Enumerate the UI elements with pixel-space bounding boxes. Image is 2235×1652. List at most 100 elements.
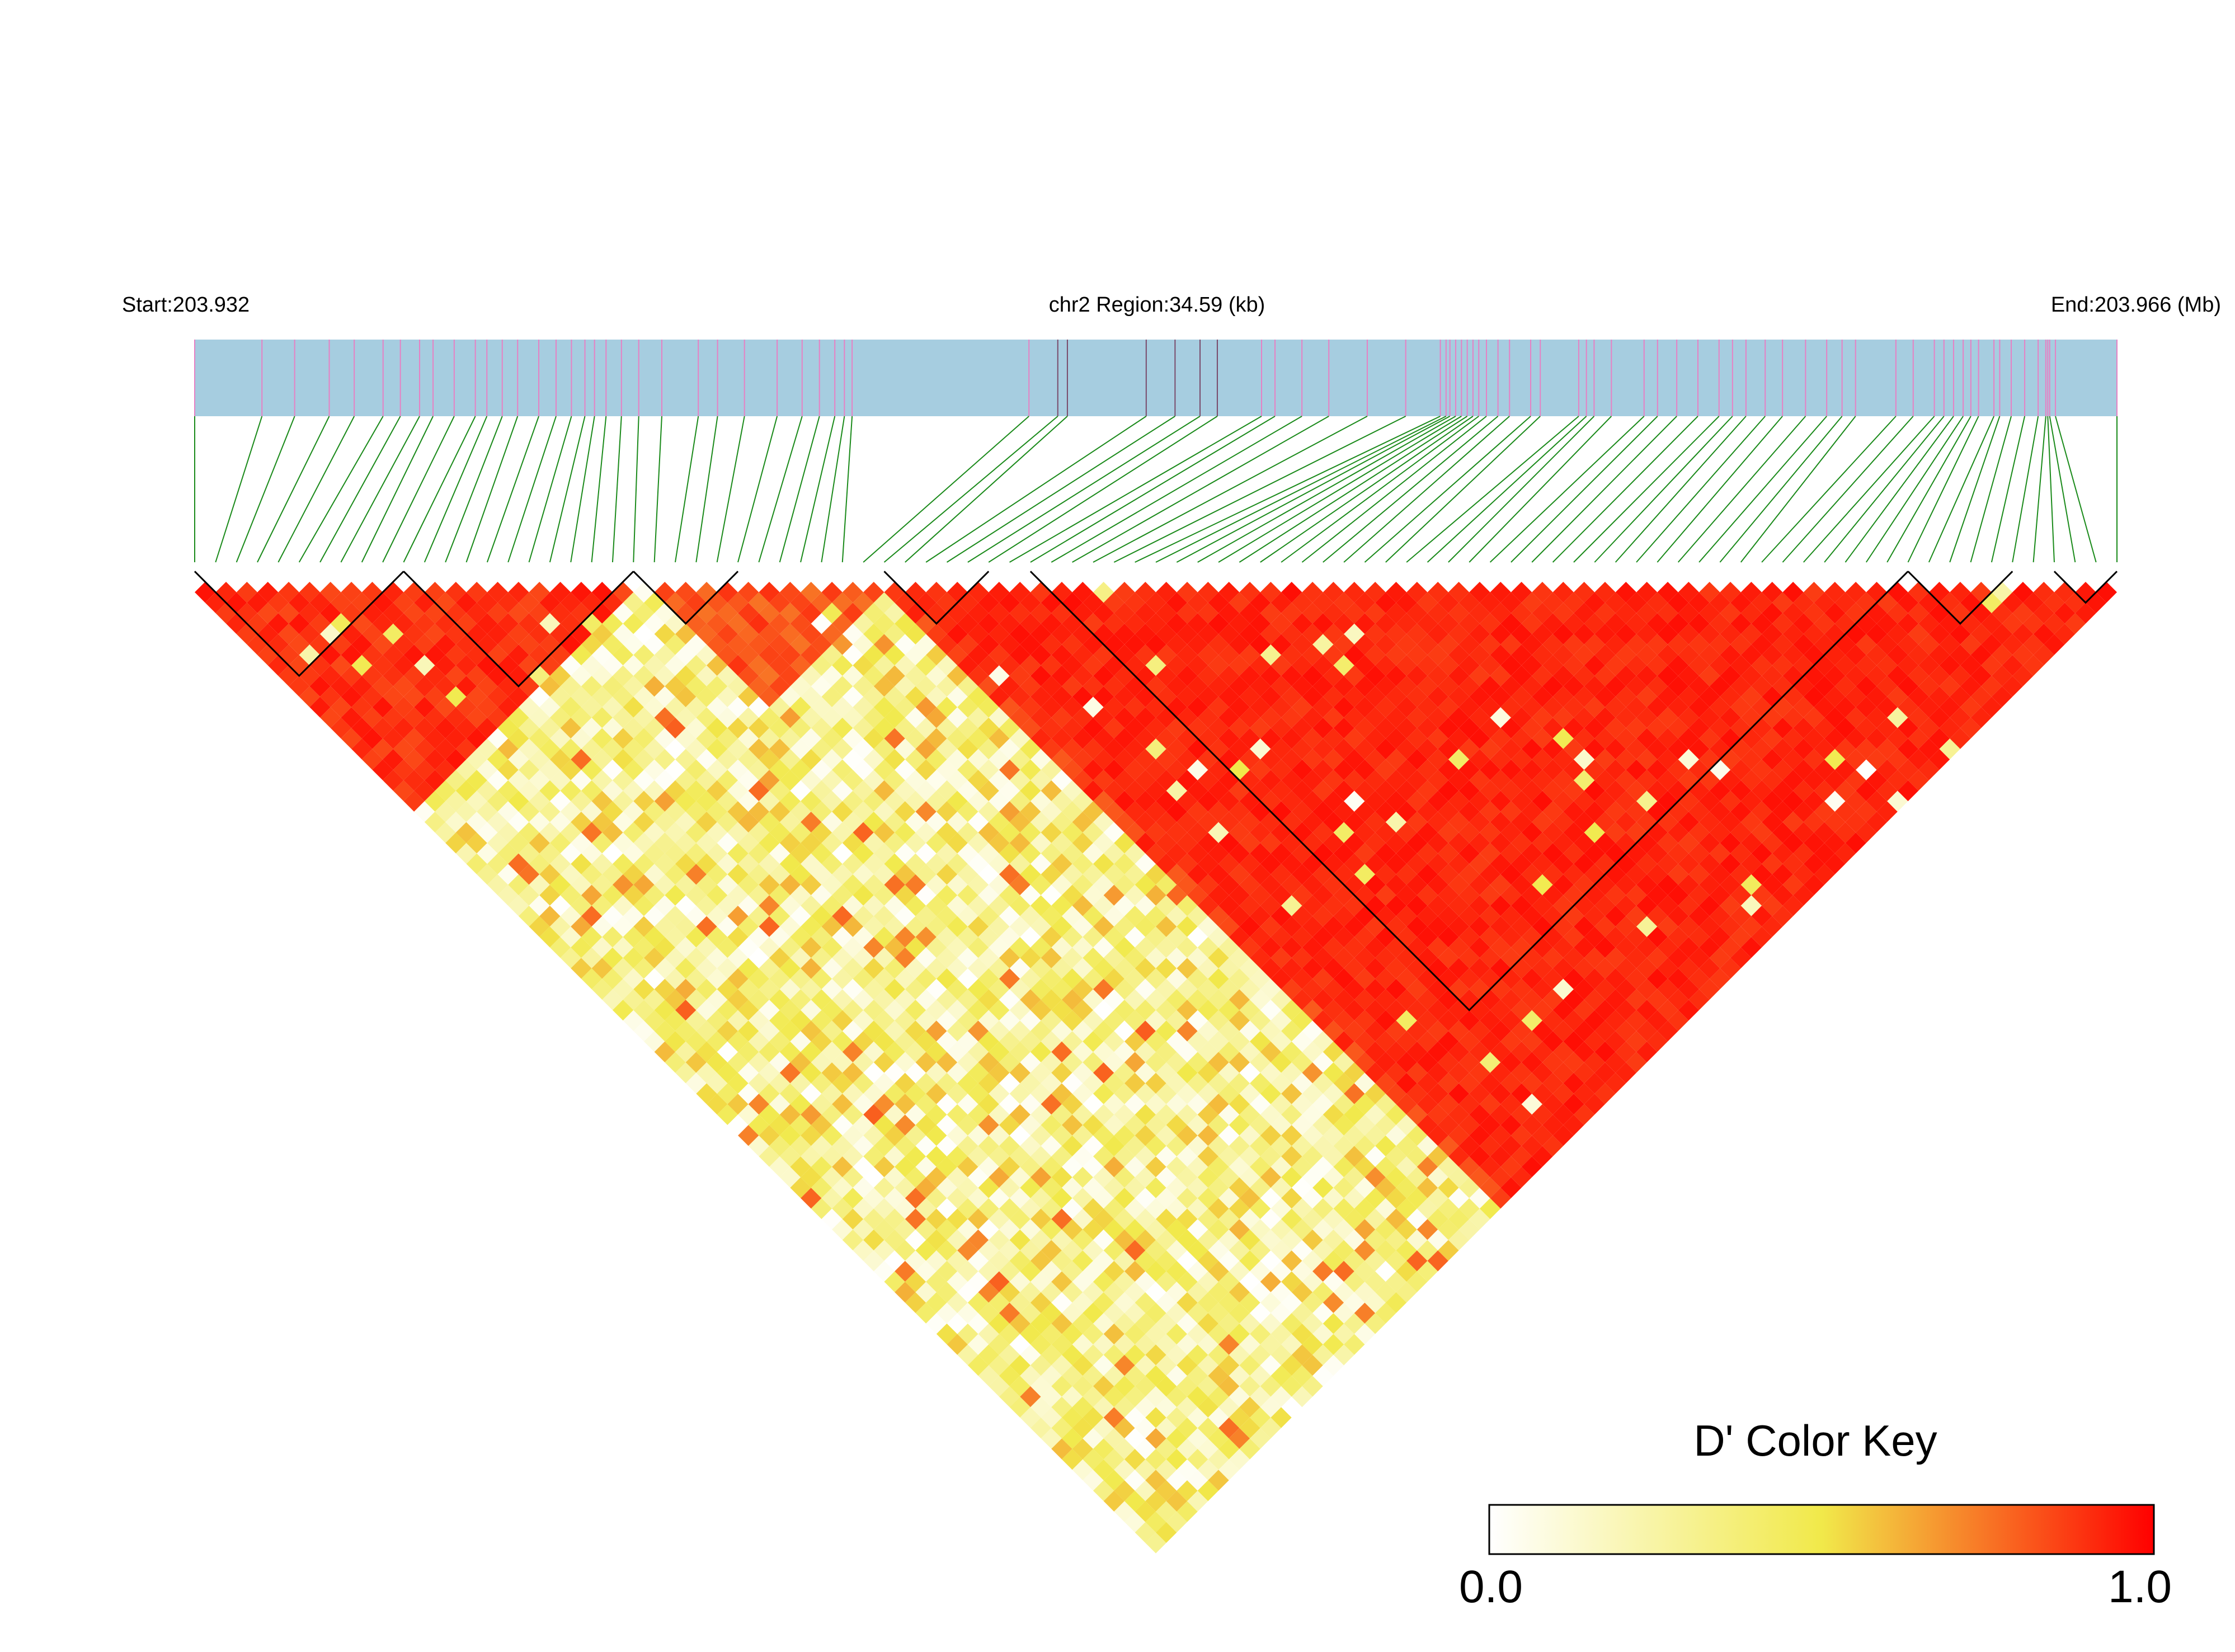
- ld-cell: [1291, 884, 1313, 906]
- ld-cell: [957, 1282, 978, 1303]
- ld-cell: [1156, 1062, 1177, 1084]
- ld-cell: [895, 822, 916, 843]
- ld-cell: [643, 843, 665, 864]
- color-key-title: D' Color Key: [1693, 1416, 1937, 1465]
- ld-cell: [1239, 811, 1260, 833]
- snp-connector-line: [1093, 416, 1368, 563]
- ld-cell: [1271, 1156, 1292, 1178]
- ld-cell: [727, 634, 749, 655]
- ld-cell: [1093, 1020, 1114, 1042]
- ld-cell: [1594, 1083, 1616, 1104]
- ld-cell: [581, 947, 603, 968]
- snp-connector-line: [633, 416, 639, 563]
- ld-cell: [1061, 905, 1083, 927]
- ld-cell: [1271, 1052, 1292, 1073]
- ld-cell: [612, 707, 634, 728]
- ld-cell: [1511, 1041, 1532, 1062]
- snp-connector-line: [1824, 416, 1945, 563]
- ld-cell: [1573, 1020, 1595, 1042]
- ld-cell: [414, 676, 435, 697]
- ld-cell: [895, 1072, 916, 1094]
- ld-cell: [895, 717, 916, 739]
- ld-cell: [1605, 780, 1626, 802]
- ld-cell: [1563, 989, 1584, 1010]
- ld-cell: [1135, 1354, 1156, 1376]
- ld-cell: [717, 853, 738, 874]
- ld-cell: [518, 696, 540, 718]
- ld-cell: [1323, 978, 1344, 1000]
- ld-cell: [801, 623, 822, 645]
- ld-cell: [1678, 999, 1700, 1021]
- ld-cell: [351, 738, 373, 760]
- ld-cell: [1103, 1302, 1124, 1324]
- ld-cell: [435, 780, 456, 802]
- color-key-max-label: 1.0: [2108, 1561, 2172, 1612]
- ld-cell: [821, 936, 843, 958]
- snp-connector-line: [1803, 416, 1935, 563]
- ld-cell: [1156, 749, 1177, 770]
- ld-cell: [1030, 582, 1052, 603]
- ld-cell: [361, 623, 383, 645]
- ld-cell: [1302, 1334, 1323, 1355]
- ld-cell: [1845, 749, 1866, 770]
- ld-cell: [1908, 728, 1929, 749]
- ld-cell: [1699, 644, 1720, 666]
- ld-cell: [957, 864, 978, 885]
- snp-connector-line: [382, 416, 455, 563]
- ld-cell: [2033, 644, 2054, 666]
- ld-cell: [424, 728, 446, 749]
- ld-cell: [926, 958, 947, 979]
- ld-cell: [1187, 1302, 1208, 1324]
- ld-cell: [1918, 738, 1940, 760]
- ld-cell: [989, 749, 1010, 770]
- ld-cell: [999, 655, 1020, 676]
- ld-cell: [999, 926, 1020, 948]
- ld-cell: [1490, 790, 1511, 812]
- ld-cell: [1542, 676, 1564, 697]
- ld-cell: [1187, 738, 1208, 760]
- ld-cell: [1009, 1062, 1031, 1084]
- ld-cell: [1271, 1135, 1292, 1157]
- ld-cell: [1093, 707, 1114, 728]
- ld-cell: [905, 874, 926, 896]
- ld-cell: [1688, 676, 1710, 697]
- ld-cell: [1197, 811, 1219, 833]
- ld-cell: [1364, 707, 1386, 728]
- ld-cell: [1511, 644, 1532, 666]
- ld-cell: [1041, 926, 1062, 948]
- ld-cell: [1323, 916, 1344, 937]
- ld-cell: [1552, 874, 1574, 896]
- snp-connector-line: [215, 416, 263, 563]
- ld-cell: [1302, 811, 1323, 833]
- ld-cell: [926, 936, 947, 958]
- ld-cell: [623, 696, 644, 718]
- ld-cell: [1845, 644, 1866, 666]
- ld-cell: [403, 603, 425, 624]
- ld-cell: [1291, 989, 1313, 1010]
- ld-cell: [654, 832, 675, 854]
- ld-cell: [1312, 676, 1334, 697]
- ld-cell: [1532, 978, 1553, 1000]
- ld-cell: [1302, 853, 1323, 874]
- ld-cell: [633, 603, 655, 624]
- ld-cell: [1083, 1219, 1104, 1240]
- ld-cell: [1218, 1376, 1240, 1397]
- ld-cell: [1041, 1407, 1062, 1428]
- ld-cell: [1061, 1135, 1083, 1157]
- ld-cell: [1302, 1271, 1323, 1292]
- ld-cell: [581, 864, 603, 885]
- ld-cell: [1668, 655, 1689, 676]
- ld-cell: [738, 853, 759, 874]
- ld-cell: [1762, 603, 1783, 624]
- ld-cell: [1302, 999, 1323, 1021]
- ld-cell: [1552, 978, 1574, 1000]
- ld-cell: [1469, 874, 1490, 896]
- ld-cell: [1668, 884, 1689, 906]
- ld-cell: [1364, 832, 1386, 854]
- ld-cell: [633, 1020, 655, 1042]
- ld-cell: [1156, 1417, 1177, 1439]
- ld-cell: [1030, 1271, 1052, 1292]
- ld-cell: [717, 686, 738, 708]
- ld-cell: [1250, 1010, 1271, 1031]
- ld-cell: [1385, 1125, 1407, 1146]
